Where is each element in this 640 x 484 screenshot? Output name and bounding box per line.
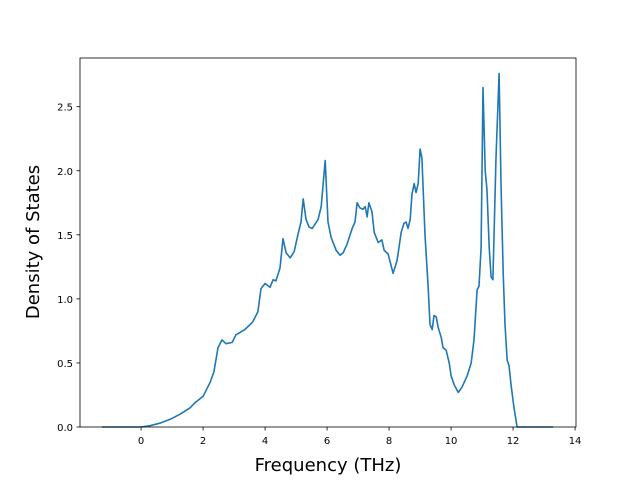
y-axis-label: Density of States: [23, 165, 44, 319]
x-tick-label: 2: [200, 436, 206, 447]
x-tick-label: 12: [507, 436, 520, 447]
x-tick-label: 6: [324, 436, 330, 447]
y-tick-label: 1.0: [57, 295, 73, 306]
y-tick-label: 1.5: [57, 231, 73, 242]
x-axis-label: Frequency (THz): [255, 455, 402, 476]
x-tick-label: 0: [138, 436, 144, 447]
y-tick-label: 0.5: [57, 359, 73, 370]
y-tick-label: 0.0: [57, 423, 73, 434]
x-tick-label: 8: [386, 436, 392, 447]
x-tick-label: 4: [262, 436, 268, 447]
x-tick-label: 10: [445, 436, 458, 447]
y-tick-label: 2.5: [57, 103, 73, 114]
x-tick-label: 14: [569, 436, 582, 447]
y-tick-label: 2.0: [57, 167, 73, 178]
axes-frame: [79, 57, 577, 428]
series-line-dos: [102, 72, 554, 428]
